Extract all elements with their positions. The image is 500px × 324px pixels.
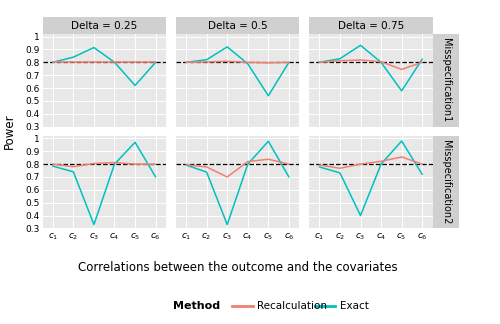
- Text: Misspecification1: Misspecification1: [440, 38, 450, 122]
- Text: Method: Method: [172, 301, 220, 311]
- Text: Recalculation: Recalculation: [258, 301, 328, 311]
- Text: Delta = 0.75: Delta = 0.75: [338, 21, 404, 30]
- Text: Delta = 0.5: Delta = 0.5: [208, 21, 268, 30]
- Text: Delta = 0.25: Delta = 0.25: [71, 21, 138, 30]
- Text: Exact: Exact: [340, 301, 369, 311]
- Text: Power: Power: [2, 113, 16, 149]
- Text: Misspecification2: Misspecification2: [440, 140, 450, 224]
- Text: Correlations between the outcome and the covariates: Correlations between the outcome and the…: [78, 261, 398, 274]
